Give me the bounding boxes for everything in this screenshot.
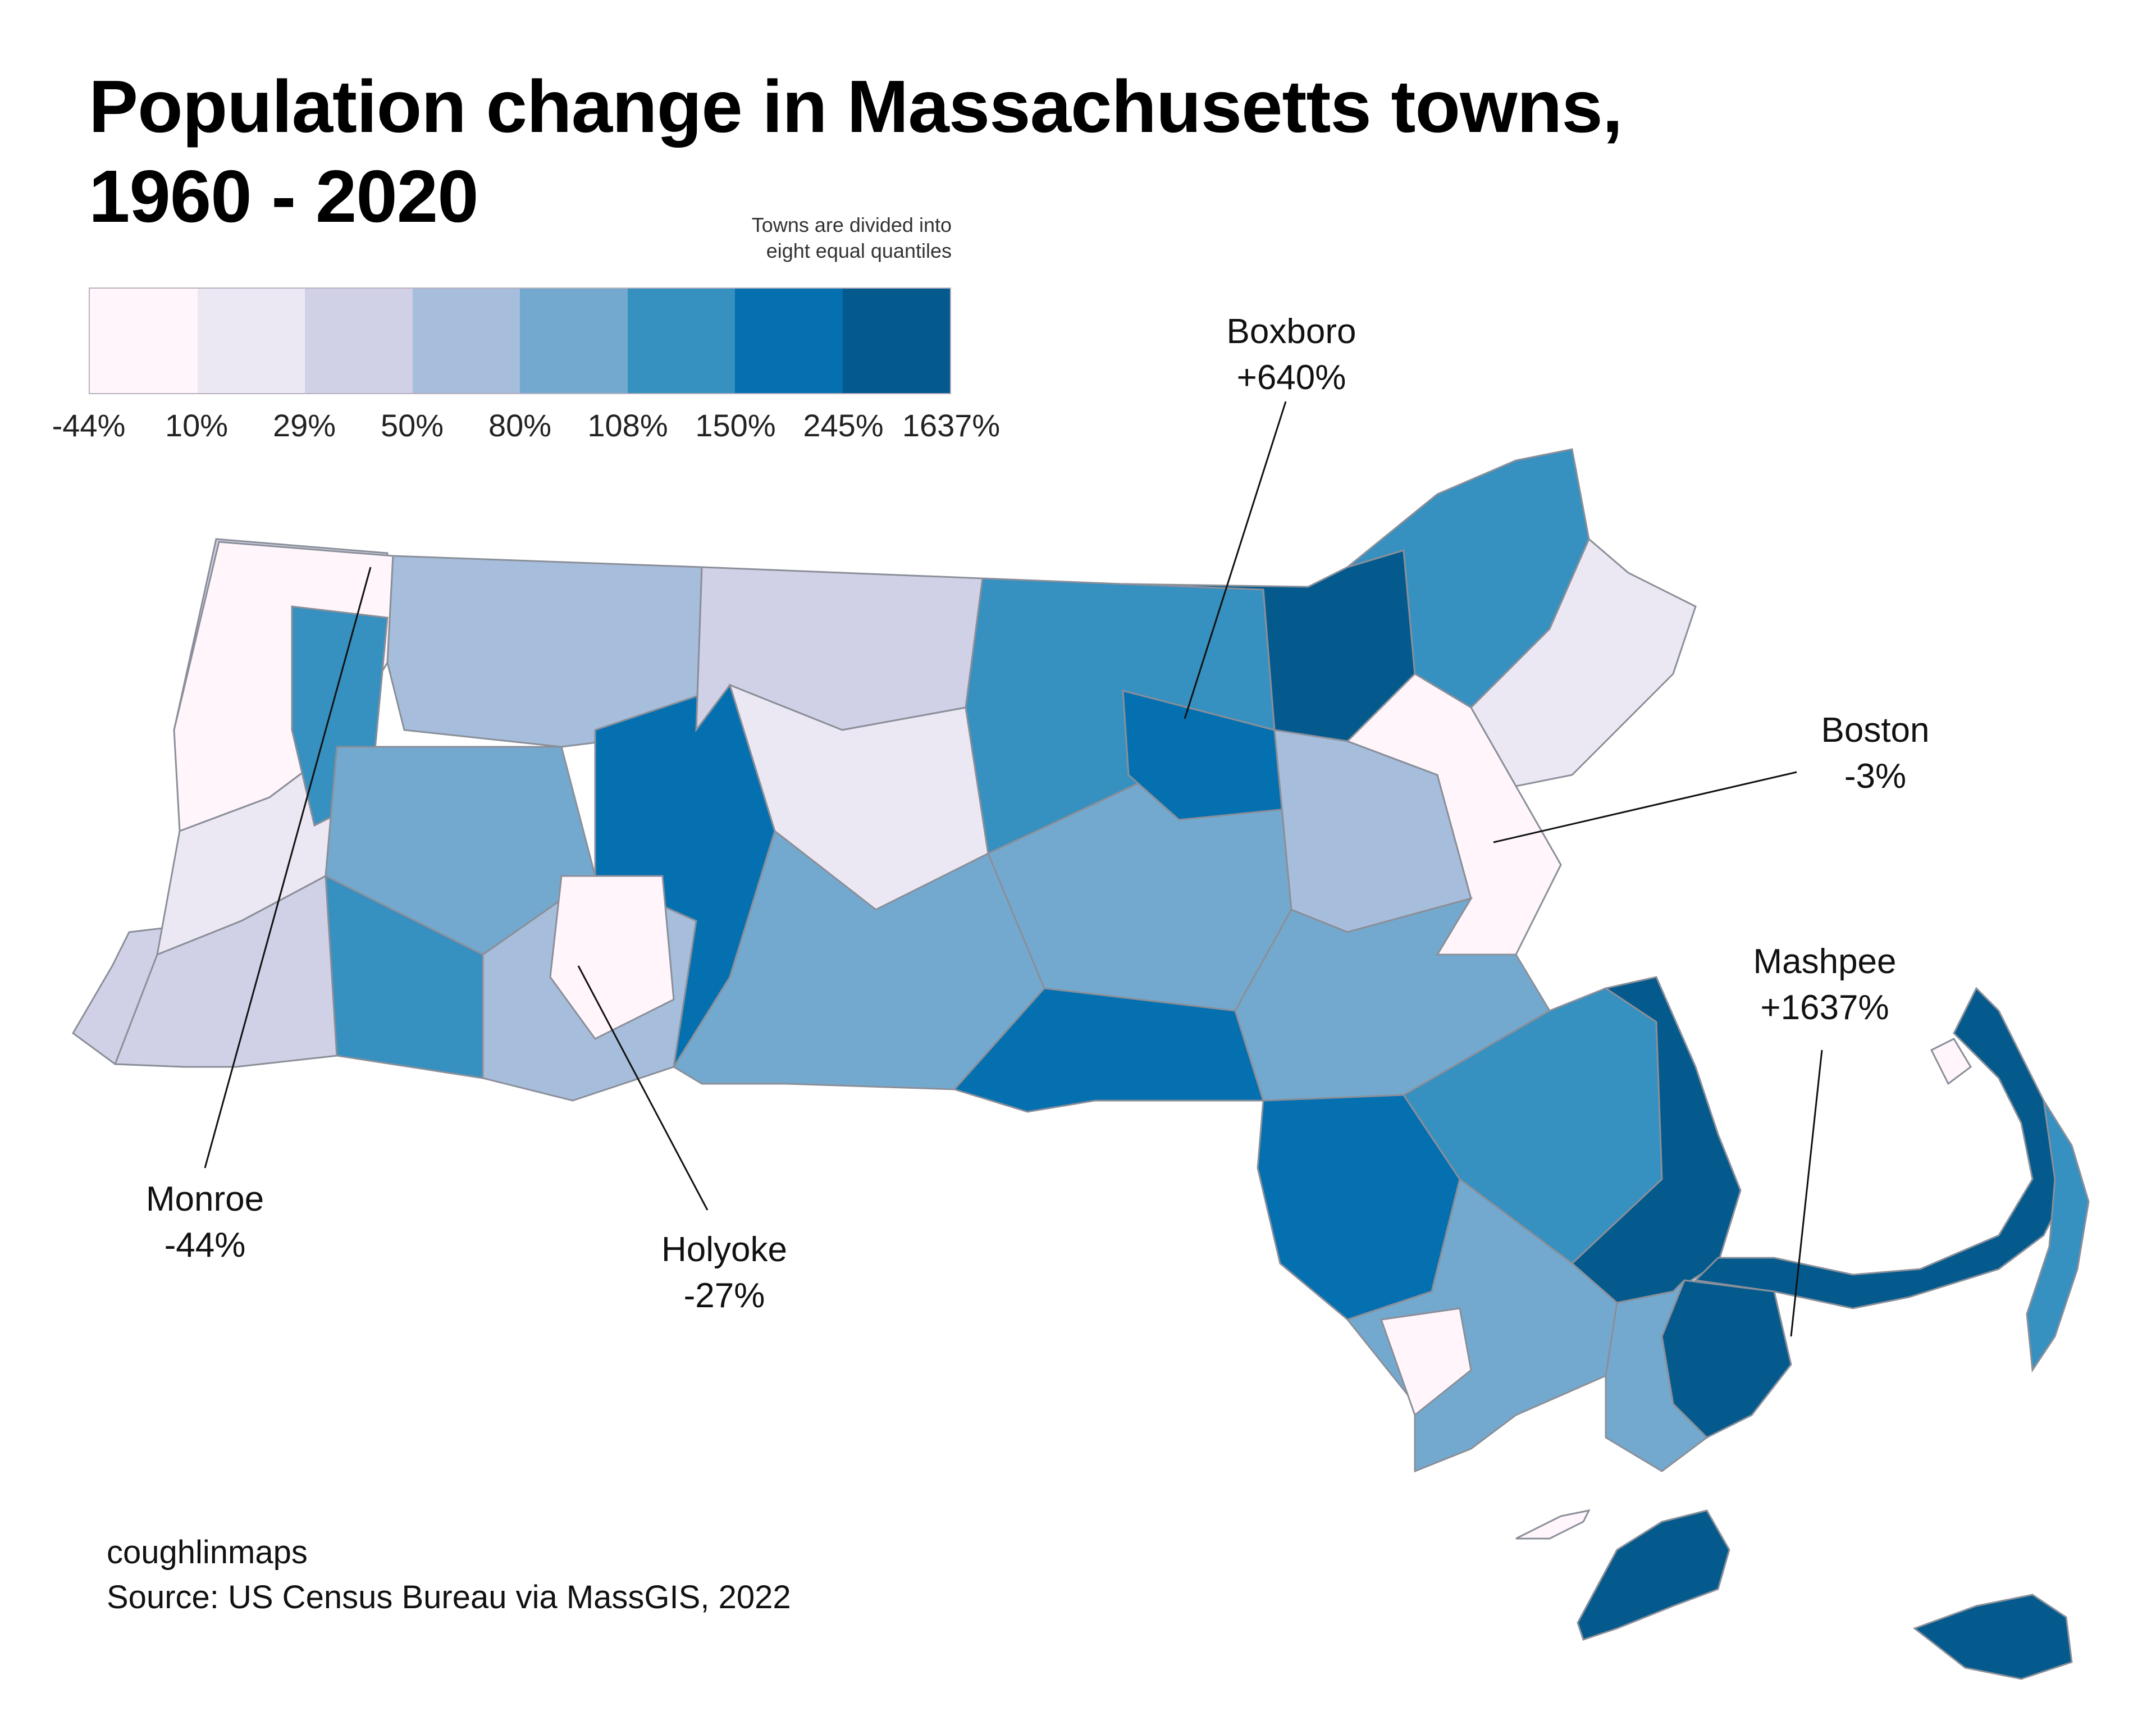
annotation-monroe: Monroe -44%	[146, 1176, 264, 1268]
credits: coughlinmaps Source: US Census Bureau vi…	[107, 1530, 791, 1620]
annotation-monroe-value: -44%	[164, 1226, 246, 1265]
legend-tick-label: 10%	[165, 408, 229, 443]
legend-tick-label: 150%	[695, 408, 776, 443]
region-provincetown	[1930, 1038, 1972, 1085]
legend-note-line-1: Towns are divided into	[751, 213, 952, 236]
annotation-boston: Boston -3%	[1821, 708, 1929, 800]
legend-swatch-3	[305, 289, 413, 393]
region-marthas-vineyard	[1577, 1509, 1730, 1641]
legend-tick-label: 108%	[587, 408, 668, 443]
annotation-boston-name: Boston	[1821, 711, 1930, 750]
leader-line-holyoke	[577, 965, 709, 1211]
credit-source: Source: US Census Bureau via MassGIS, 20…	[107, 1579, 791, 1616]
annotation-boxboro-value: +640%	[1236, 358, 1346, 397]
legend-tick-label: 245%	[803, 408, 884, 443]
title-line-2: 1960 - 2020	[89, 155, 479, 238]
annotation-boston-value: -3%	[1844, 757, 1907, 796]
legend-swatch-4	[412, 289, 520, 393]
annotation-mashpee: Mashpee +1637%	[1753, 939, 1896, 1031]
leader-line-boxboro	[1184, 401, 1287, 719]
legend-tick-labels: -44% 10% 29% 50% 80% 108% 150% 245% 1637%	[0, 407, 1067, 446]
legend-swatch-8	[842, 289, 950, 393]
map-title: Population change in Massachusetts towns…	[89, 62, 1942, 241]
region-nantucket	[1912, 1594, 2073, 1680]
region-outer-cape	[2026, 1100, 2090, 1373]
leader-line-mashpee	[1790, 1049, 1823, 1337]
region-plymouth-coast	[1570, 976, 1742, 1304]
legend-swatch-1	[90, 289, 198, 393]
title-line-1: Population change in Massachusetts towns…	[89, 65, 1623, 148]
annotation-boxboro-name: Boxboro	[1226, 312, 1356, 351]
legend-swatch-6	[627, 289, 735, 393]
region-essex-coast	[1470, 537, 1697, 787]
legend-swatch-5	[520, 289, 628, 393]
legend-swatch-2	[197, 289, 305, 393]
town-regions	[72, 448, 2090, 1680]
legend-swatch-7	[735, 289, 843, 393]
region-bourne-falmouth	[1605, 1279, 1709, 1472]
legend-tick-label: 29%	[272, 408, 336, 443]
legend-tick-label: -44%	[52, 408, 126, 443]
legend-note: Towns are divided into eight equal quant…	[618, 212, 952, 264]
annotation-holyoke-value: -27%	[683, 1276, 765, 1315]
region-cape-cod	[1693, 987, 2067, 1309]
legend-note-line-2: eight equal quantiles	[766, 239, 952, 262]
legend-tick-label: 80%	[488, 408, 552, 443]
annotation-mashpee-value: +1637%	[1760, 988, 1889, 1027]
legend-tick-label: 1637%	[902, 408, 1001, 443]
annotation-mashpee-name: Mashpee	[1753, 942, 1897, 981]
leader-line-monroe	[204, 567, 372, 1169]
region-holyoke-area	[549, 875, 675, 1040]
annotation-monroe-name: Monroe	[145, 1180, 264, 1219]
legend-color-bar	[89, 288, 951, 394]
legend-tick-label: 50%	[380, 408, 444, 443]
region-berkshire-south	[113, 874, 338, 1068]
region-metro-boston	[1346, 673, 1562, 956]
annotation-holyoke: Holyoke -27%	[661, 1227, 787, 1319]
region-norfolk	[1234, 897, 1551, 1102]
region-boxboro-area	[1122, 690, 1292, 821]
credit-author: coughlinmaps	[107, 1534, 308, 1571]
region-elizabeth-islands	[1515, 1509, 1591, 1540]
region-fall-river	[1380, 1307, 1472, 1417]
annotation-holyoke-name: Holyoke	[661, 1230, 787, 1269]
leader-line-boston	[1493, 771, 1797, 843]
annotation-boxboro: Boxboro +640%	[1227, 309, 1356, 401]
